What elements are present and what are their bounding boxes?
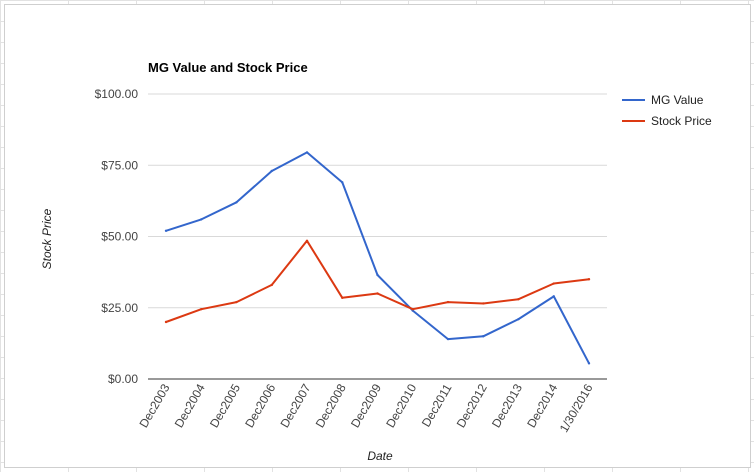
data-point bbox=[235, 201, 238, 204]
data-point bbox=[305, 151, 309, 154]
x-tick-label: Dec2003 bbox=[136, 381, 172, 430]
x-tick-label: 1/30/2016 bbox=[557, 381, 596, 435]
data-point bbox=[235, 300, 238, 304]
y-tick-label: $75.00 bbox=[101, 158, 138, 172]
y-tick-label: $50.00 bbox=[101, 230, 138, 244]
x-tick-label: Dec2004 bbox=[172, 381, 208, 430]
data-point bbox=[587, 362, 591, 365]
gridlines bbox=[148, 93, 607, 309]
data-point bbox=[270, 169, 273, 173]
legend-label: Stock Price bbox=[651, 114, 712, 128]
data-point bbox=[552, 295, 555, 298]
x-tick-label: Dec2014 bbox=[524, 381, 560, 430]
data-point bbox=[517, 317, 520, 321]
chart-title: MG Value and Stock Price bbox=[148, 60, 308, 75]
x-tick-label: Dec2012 bbox=[454, 381, 490, 430]
y-tick-label: $25.00 bbox=[101, 301, 138, 315]
data-point bbox=[482, 302, 485, 305]
x-tick-label: Dec2009 bbox=[348, 381, 384, 430]
series-line-mg-value bbox=[165, 151, 590, 364]
data-point bbox=[482, 335, 485, 338]
x-tick-label: Dec2010 bbox=[383, 381, 419, 430]
data-point bbox=[517, 298, 520, 301]
x-tick-label: Dec2005 bbox=[207, 381, 243, 430]
legend-label: MG Value bbox=[651, 93, 704, 107]
data-point bbox=[446, 337, 450, 341]
x-axis-ticks: Dec2003 Dec2004 Dec2005 Dec2006 Dec2007 Dec20… bbox=[136, 381, 595, 435]
data-point bbox=[552, 282, 555, 285]
data-point bbox=[305, 239, 309, 242]
data-point bbox=[164, 320, 168, 324]
data-point bbox=[164, 229, 168, 232]
line-chart: MG Value and Stock Price Stock Price Dat… bbox=[40, 60, 712, 463]
x-tick-label: Dec2007 bbox=[277, 381, 313, 430]
series-lines bbox=[164, 151, 591, 365]
data-point bbox=[411, 307, 414, 311]
y-tick-label: $100.00 bbox=[95, 87, 139, 101]
x-tick-label: Dec2011 bbox=[419, 381, 455, 429]
y-axis-ticks: $0.00 $25.00 $50.00 $75.00 $100.00 bbox=[95, 87, 139, 386]
data-point bbox=[376, 292, 379, 295]
embedded-chart[interactable]: MG Value and Stock Price Stock Price Dat… bbox=[4, 4, 751, 468]
x-tick-label: Dec2008 bbox=[313, 381, 349, 430]
series-line-stock-price bbox=[165, 239, 590, 323]
data-point bbox=[341, 296, 344, 299]
data-point bbox=[200, 218, 203, 221]
data-point bbox=[270, 283, 273, 287]
data-point bbox=[341, 181, 344, 184]
x-tick-label: Dec2013 bbox=[489, 381, 525, 430]
y-axis-title: Stock Price bbox=[40, 208, 54, 269]
data-point bbox=[200, 307, 203, 311]
data-point bbox=[446, 300, 450, 304]
y-tick-label: $0.00 bbox=[108, 372, 138, 386]
x-axis-title: Date bbox=[367, 449, 393, 463]
x-tick-label: Dec2006 bbox=[242, 381, 278, 430]
data-point bbox=[587, 278, 591, 281]
legend: MG Value Stock Price bbox=[622, 93, 712, 128]
data-point bbox=[376, 273, 379, 277]
